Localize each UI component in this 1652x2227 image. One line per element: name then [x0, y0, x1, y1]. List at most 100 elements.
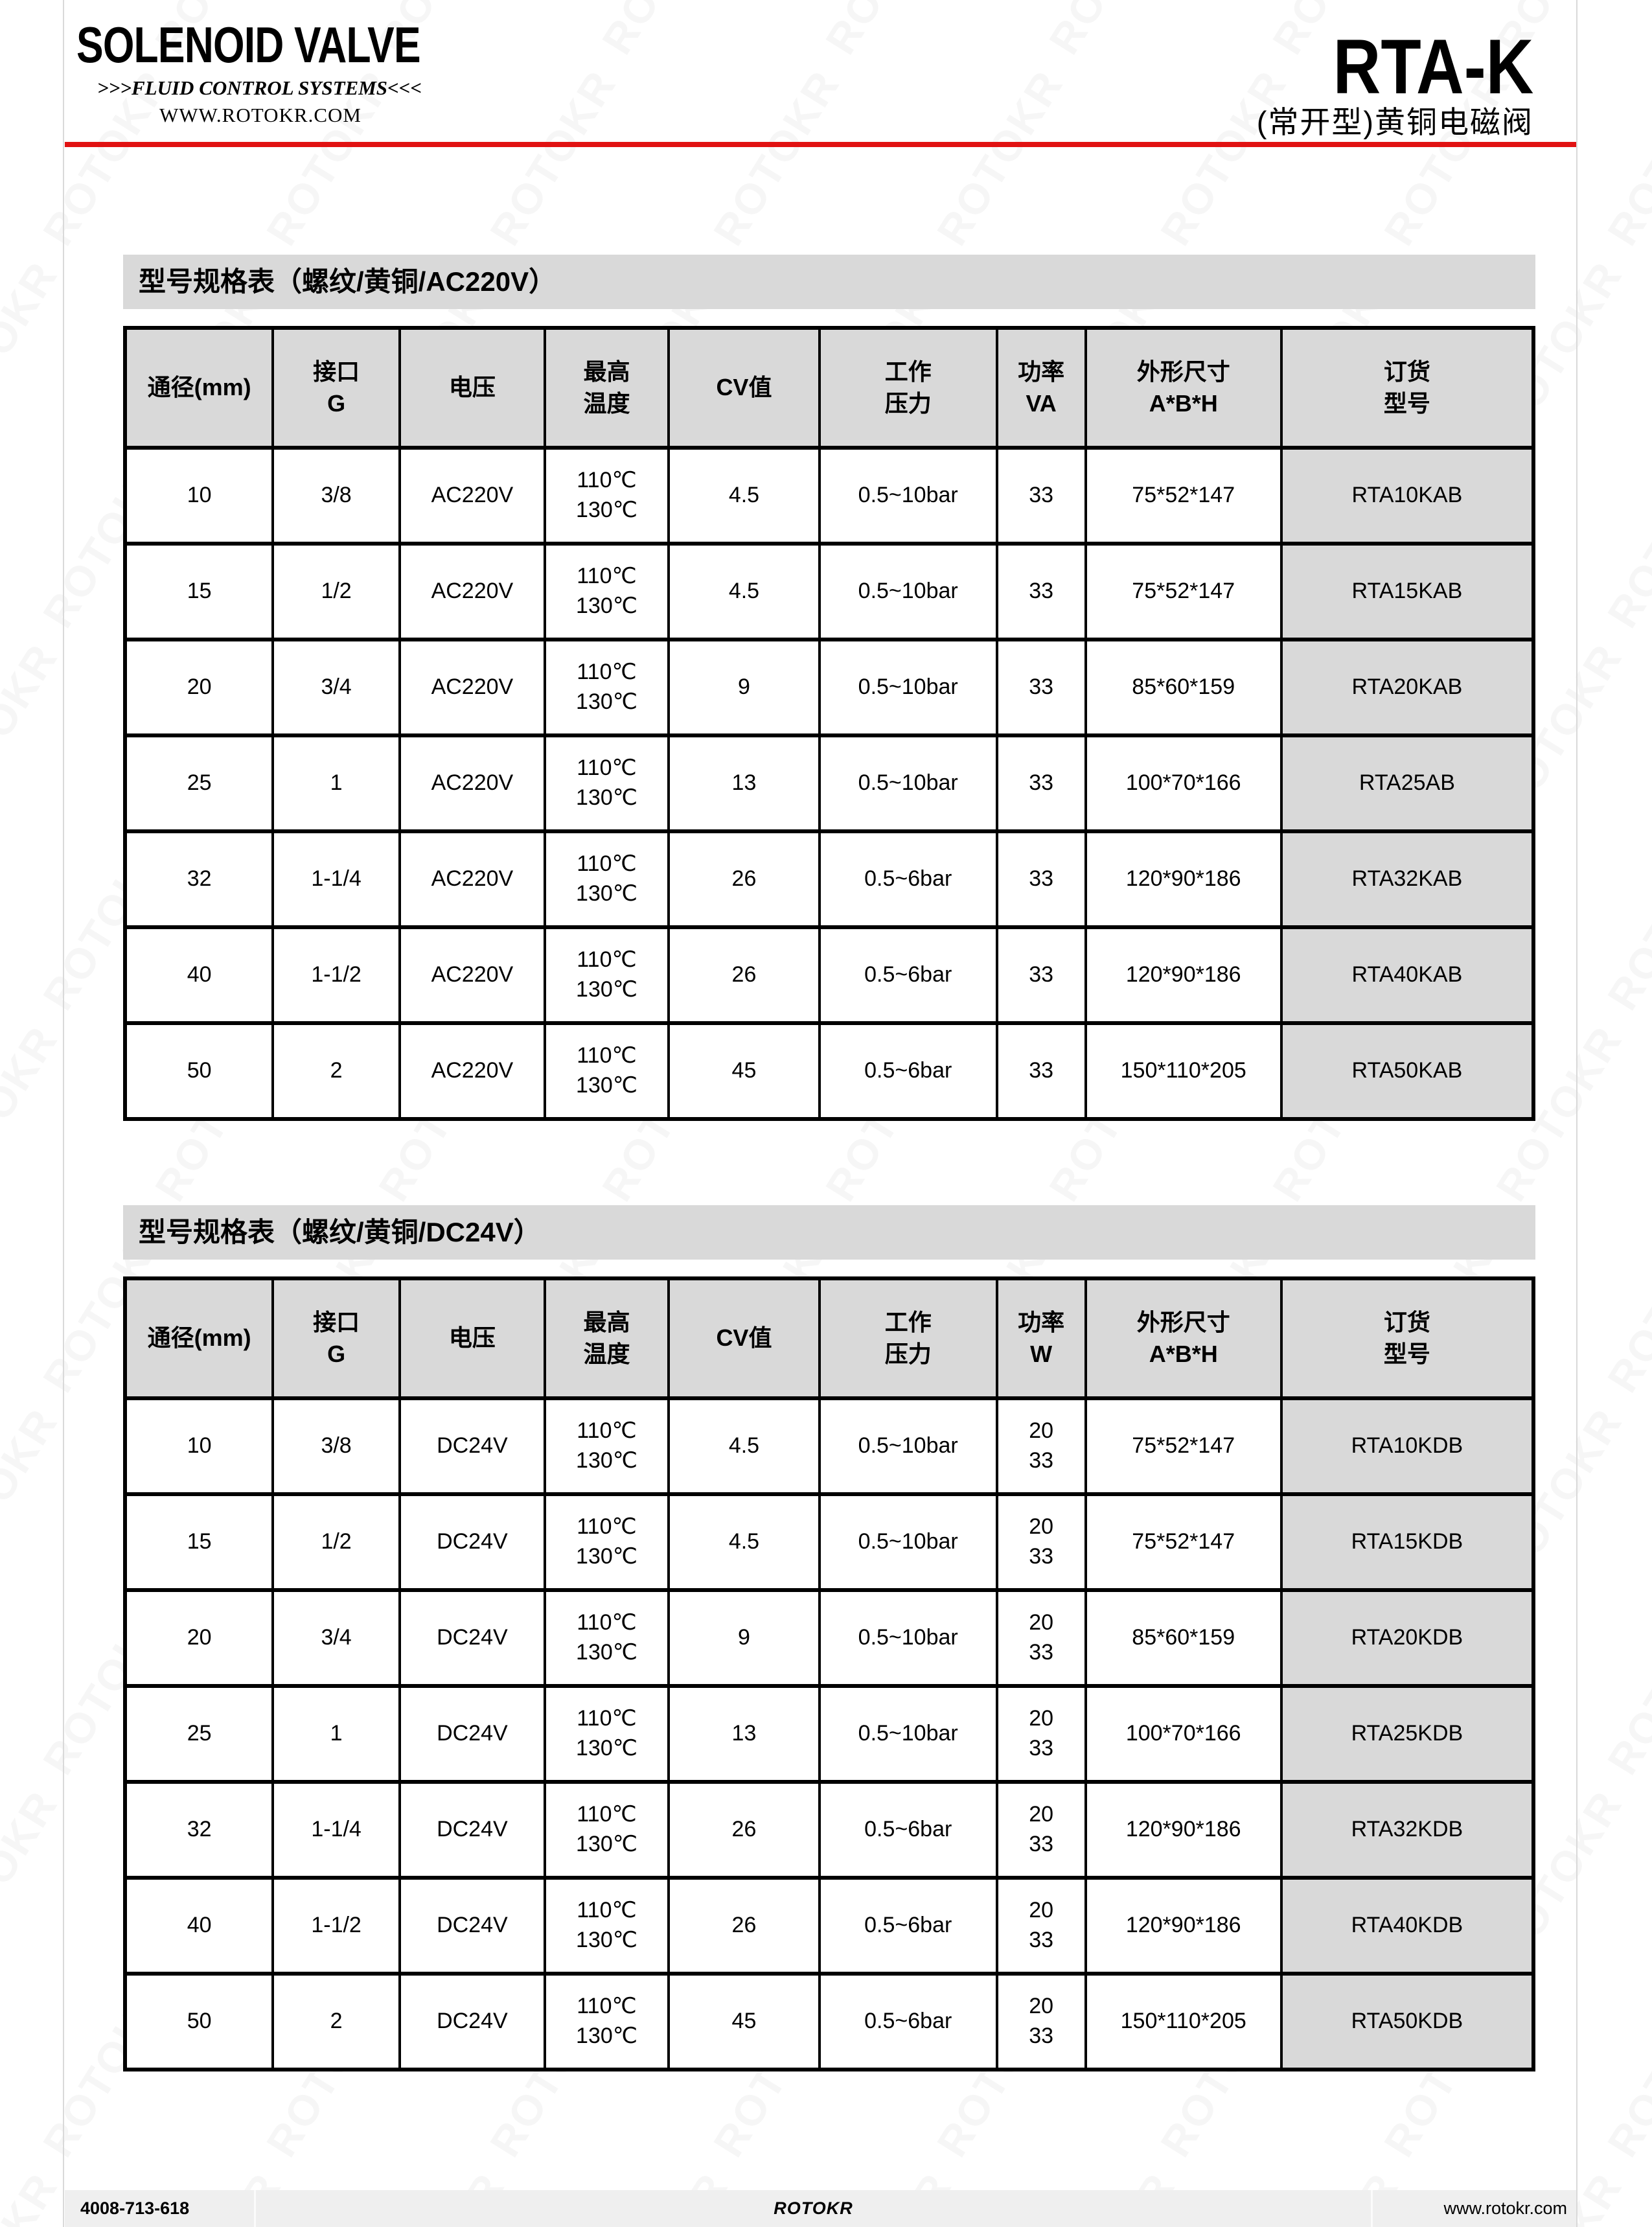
table-cell: 0.5~6bar [818, 1876, 998, 1976]
table-row: 25 1 DC24V 110℃ 130℃ 13 0.5~10bar 20 33 100*70*… [123, 1684, 1535, 1784]
header-cell: 外形尺寸 A*B*H [1084, 1276, 1283, 1400]
table-row: 25 1 AC220V 110℃ 130℃ 13 0.5~10bar 33 100*70*16… [123, 733, 1535, 833]
watermark-text: ROTOKR [704, 61, 849, 254]
page-border-left [63, 0, 64, 2227]
table-cell: 120*90*186 [1084, 1876, 1283, 1976]
table-cell: 20 33 [995, 1396, 1087, 1496]
footer-brand: ROTOKR [254, 2190, 1373, 2227]
table-row: 50 2 DC24V 110℃ 130℃ 45 0.5~6bar 20 33 150*110*… [123, 1972, 1535, 2071]
table-cell: 0.5~10bar [818, 733, 998, 833]
table-cell: 0.5~10bar [818, 638, 998, 737]
table-cell: 75*52*147 [1084, 542, 1283, 641]
table-row: 32 1-1/4 DC24V 110℃ 130℃ 26 0.5~6bar 20 33 120*… [123, 1780, 1535, 1880]
table-cell: 33 [995, 638, 1087, 737]
table-cell: 20 33 [995, 1684, 1087, 1784]
table-cell: 100*70*166 [1084, 1684, 1283, 1784]
table-cell: RTA50KDB [1279, 1972, 1535, 2071]
table-cell: 1 [271, 733, 401, 833]
table-cell: 45 [667, 1021, 821, 1121]
table-cell: DC24V [398, 1588, 546, 1688]
table-cell: 150*110*205 [1084, 1021, 1283, 1121]
table-cell: 20 33 [995, 1588, 1087, 1688]
table-cell: 110℃ 130℃ [543, 542, 671, 641]
table-cell: 10 [123, 1396, 275, 1496]
header-cell: 订货 型号 [1279, 1276, 1535, 1400]
table-cell: 15 [123, 542, 275, 641]
table-cell: 150*110*205 [1084, 1972, 1283, 2071]
header-cell: 工作 压力 [818, 1276, 998, 1400]
table-cell: 20 33 [995, 1492, 1087, 1592]
header-cell: 最高 温度 [543, 1276, 671, 1400]
table-cell: RTA10KDB [1279, 1396, 1535, 1496]
watermark-text: ROTOKR [1598, 1590, 1652, 1783]
table-cell: RTA32KDB [1279, 1780, 1535, 1880]
model-title: RTA-K [1333, 23, 1533, 110]
table-cell: 40 [123, 925, 275, 1025]
table-cell: 110℃ 130℃ [543, 1396, 671, 1496]
table-cell: 2 [271, 1021, 401, 1121]
table-cell: RTA20KAB [1279, 638, 1535, 737]
header-cell: 通径(mm) [123, 1276, 275, 1400]
header-cell: 外形尺寸 A*B*H [1084, 326, 1283, 450]
table-cell: 85*60*159 [1084, 638, 1283, 737]
table-cell: 32 [123, 1780, 275, 1880]
header-cell: 电压 [398, 1276, 546, 1400]
header-divider-rule [65, 142, 1576, 147]
table-cell: 0.5~10bar [818, 542, 998, 641]
watermark-text: ROTOKR [927, 61, 1073, 254]
header-cell: 订货 型号 [1279, 326, 1535, 450]
model-subtitle: (常开型)黄铜电磁阀 [1256, 105, 1533, 139]
table-cell: RTA25KDB [1279, 1684, 1535, 1784]
table-cell: AC220V [398, 829, 546, 929]
table-row: 15 1/2 AC220V 110℃ 130℃ 4.5 0.5~10bar 33 75*52*… [123, 542, 1535, 641]
table-cell: 33 [995, 1021, 1087, 1121]
spec-table-ac220v: 通径(mm) 接口 G 电压 最高 温度 CV值 工作 压力 功率 VA 外形尺寸 A*B*H… [123, 326, 1535, 1121]
table-cell: 20 [123, 638, 275, 737]
table-cell: 110℃ 130℃ [543, 1492, 671, 1592]
table-cell: 0.5~6bar [818, 1972, 998, 2071]
table-cell: 0.5~6bar [818, 925, 998, 1025]
table-cell: RTA50KAB [1279, 1021, 1535, 1121]
table-row: 40 1-1/2 AC220V 110℃ 130℃ 26 0.5~6bar 33 120*90… [123, 925, 1535, 1025]
watermark-text: ROTOKR [1598, 825, 1652, 1019]
spec-table-dc24v: 通径(mm) 接口 G 电压 最高 温度 CV值 工作 压力 功率 W 外形尺寸 A*B*H 订… [123, 1276, 1535, 2071]
table-cell: 3/4 [271, 1588, 401, 1688]
header-cell: 工作 压力 [818, 326, 998, 450]
table-cell: RTA10KAB [1279, 446, 1535, 546]
table-cell: 33 [995, 733, 1087, 833]
header-cell: 接口 G [271, 1276, 401, 1400]
table-cell: 50 [123, 1972, 275, 2071]
footer-bar: 4008-713-618 ROTOKR www.rotokr.com [65, 2190, 1576, 2227]
table-cell: 110℃ 130℃ [543, 925, 671, 1025]
table-cell: DC24V [398, 1780, 546, 1880]
table-cell: DC24V [398, 1684, 546, 1784]
header-cell: 最高 温度 [543, 326, 671, 450]
table-cell: 75*52*147 [1084, 1492, 1283, 1592]
watermark-text: ROTOKR [1151, 61, 1296, 254]
table-cell: 0.5~6bar [818, 829, 998, 929]
table-cell: AC220V [398, 925, 546, 1025]
table-cell: 3/4 [271, 638, 401, 737]
table-cell: 15 [123, 1492, 275, 1592]
table-cell: 26 [667, 1876, 821, 1976]
table-cell: 20 [123, 1588, 275, 1688]
table-cell: 110℃ 130℃ [543, 1876, 671, 1976]
table-cell: 25 [123, 1684, 275, 1784]
watermark-text: ROTOKR [0, 1781, 67, 1974]
table-cell: DC24V [398, 1876, 546, 1976]
table-cell: 110℃ 130℃ [543, 1972, 671, 2071]
table-cell: 0.5~10bar [818, 1684, 998, 1784]
table-cell: 1 [271, 1684, 401, 1784]
table-cell: 120*90*186 [1084, 925, 1283, 1025]
table-cell: 4.5 [667, 542, 821, 641]
watermark-text: ROTOKR [0, 634, 67, 827]
table-cell: AC220V [398, 446, 546, 546]
table-header-row: 通径(mm) 接口 G 电压 最高 温度 CV值 工作 压力 功率 VA 外形尺寸 A*B*H… [123, 326, 1535, 450]
table-cell: 20 33 [995, 1780, 1087, 1880]
table-cell: 4.5 [667, 446, 821, 546]
table-cell: 0.5~10bar [818, 1492, 998, 1592]
table-cell: 4.5 [667, 1492, 821, 1592]
header-cell: 接口 G [271, 326, 401, 450]
watermark-text: ROTOKR [0, 1017, 67, 1210]
